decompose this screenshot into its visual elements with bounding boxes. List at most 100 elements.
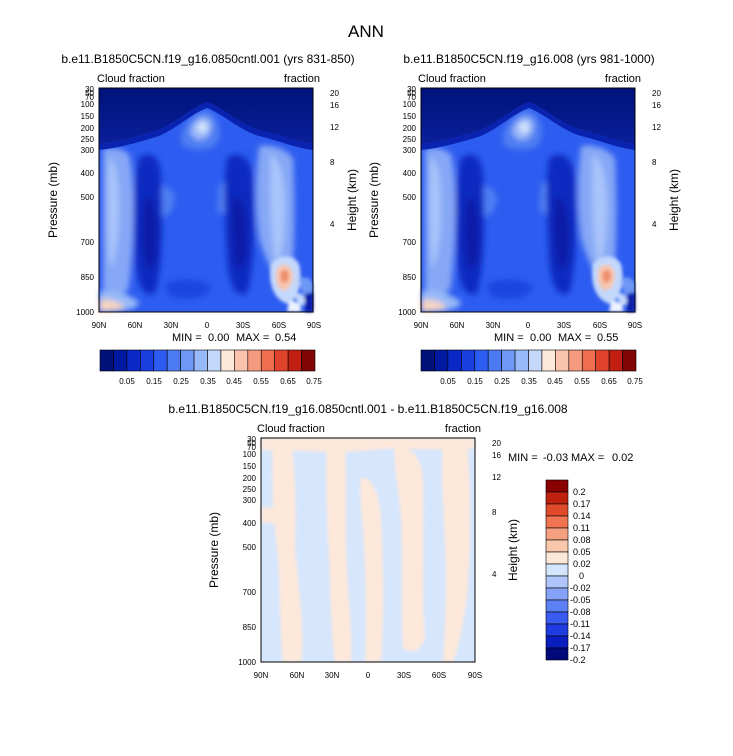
y2-axis-ticks: 20 16 12 8 4 bbox=[652, 89, 661, 229]
colorbar-label: 0.65 bbox=[601, 377, 617, 386]
y2-tick-label: 4 bbox=[330, 220, 335, 229]
colorbar-swatch bbox=[113, 349, 128, 372]
y-tick-label: 100 bbox=[81, 100, 95, 109]
colorbar-swatch bbox=[545, 635, 569, 649]
y-tick-label: 850 bbox=[403, 273, 417, 282]
y2-tick-label: 12 bbox=[492, 473, 501, 482]
colorbar-swatch bbox=[153, 349, 168, 372]
colorbar-swatch bbox=[487, 349, 502, 372]
colorbar-swatch bbox=[545, 599, 569, 613]
y-axis-ticks: 30 50 70 100 150 200 250 300 400 500 700… bbox=[76, 85, 94, 317]
y2-axis-ticks: 20 16 12 8 4 bbox=[492, 439, 501, 579]
panel-difference: b.e11.B1850C5CN.f19_g16.0850cntl.001 - b… bbox=[168, 402, 633, 680]
colorbar-swatch bbox=[545, 647, 569, 661]
colorbar-label: 0.05 bbox=[119, 377, 135, 386]
x-tick-label: 0 bbox=[205, 321, 210, 330]
colorbar-swatch bbox=[545, 611, 569, 625]
y-axis-ticks: 30 50 70 100 150 200 250 300 400 500 700… bbox=[398, 85, 416, 317]
y-tick-label: 700 bbox=[81, 238, 95, 247]
x-tick-label: 90N bbox=[92, 321, 107, 330]
colorbar-label: -0.11 bbox=[570, 619, 590, 629]
colorbar-swatch bbox=[545, 479, 569, 493]
min-max-stats: MIN = 0.00 MAX = 0.55 bbox=[494, 332, 618, 344]
y-tick-label: 30 bbox=[247, 435, 256, 444]
y2-tick-label: 8 bbox=[492, 508, 497, 517]
x-axis-ticks: 90N 60N 30N 0 30S 60S 90S bbox=[92, 321, 321, 330]
y2-tick-label: 16 bbox=[492, 451, 501, 460]
colorbar-label: -0.08 bbox=[570, 607, 591, 617]
max-value: 0.02 bbox=[612, 452, 633, 464]
max-value: 0.55 bbox=[597, 332, 618, 344]
x-axis-ticks: 90N 60N 30N 0 30S 60S 90S bbox=[414, 321, 642, 330]
colorbar-label: 0 bbox=[579, 571, 584, 581]
colorbar-swatch bbox=[545, 623, 569, 637]
y-tick-label: 70 bbox=[247, 443, 256, 452]
colorbar-label: 0.55 bbox=[253, 377, 269, 386]
y2-tick-label: 4 bbox=[492, 570, 497, 579]
y2-tick-label: 20 bbox=[330, 89, 339, 98]
y-tick-label: 150 bbox=[243, 462, 257, 471]
colorbar-swatch bbox=[501, 349, 516, 372]
y-tick-label: 100 bbox=[403, 100, 417, 109]
colorbar-swatch bbox=[514, 349, 529, 372]
y-tick-label: 1000 bbox=[398, 308, 416, 317]
max-value: 0.54 bbox=[275, 332, 296, 344]
variable-label: Cloud fraction bbox=[257, 423, 325, 435]
x-tick-label: 30N bbox=[325, 671, 340, 680]
colorbar-label: 0.05 bbox=[573, 547, 591, 557]
x-tick-label: 90S bbox=[468, 671, 482, 680]
y2-tick-label: 8 bbox=[652, 158, 657, 167]
plot-area bbox=[260, 437, 476, 663]
y-tick-label: 250 bbox=[243, 485, 257, 494]
panel-experiment: b.e11.B1850C5CN.f19_g16.008 (yrs 981-100… bbox=[367, 52, 681, 386]
x-tick-label: 30S bbox=[397, 671, 411, 680]
x-tick-label: 90S bbox=[628, 321, 642, 330]
colorbar-label: -0.02 bbox=[570, 583, 591, 593]
min-max-stats: MIN = 0.00 MAX = 0.54 bbox=[172, 332, 296, 344]
colorbar-label: 0.17 bbox=[573, 499, 591, 509]
colorbar-label: 0.14 bbox=[573, 511, 591, 521]
y-tick-label: 250 bbox=[403, 135, 417, 144]
colorbar-swatch bbox=[528, 349, 543, 372]
y-tick-label: 500 bbox=[81, 193, 95, 202]
colorbar-label: 0.15 bbox=[146, 377, 162, 386]
colorbar-labels: 0.05 0.15 0.25 0.35 0.45 0.55 0.65 0.75 bbox=[440, 377, 643, 386]
colorbar-swatch bbox=[545, 587, 569, 601]
variable-label: Cloud fraction bbox=[418, 73, 486, 85]
colorbar-label: 0.25 bbox=[494, 377, 510, 386]
colorbar-label: 0.35 bbox=[200, 377, 216, 386]
colorbar-label: 0.35 bbox=[521, 377, 537, 386]
colorbar-label: 0.75 bbox=[627, 377, 643, 386]
colorbar-label: 0.55 bbox=[574, 377, 590, 386]
colorbar-swatch bbox=[474, 349, 489, 372]
colorbar-swatch bbox=[447, 349, 462, 372]
y-tick-label: 700 bbox=[403, 238, 417, 247]
y-tick-label: 150 bbox=[403, 112, 417, 121]
colorbar-swatch bbox=[287, 349, 302, 372]
y-axis-label: Pressure (mb) bbox=[46, 162, 60, 238]
colorbar-swatch bbox=[274, 349, 289, 372]
colorbar-label: 0.45 bbox=[226, 377, 242, 386]
y-tick-label: 200 bbox=[243, 474, 257, 483]
panel-control: b.e11.B1850C5CN.f19_g16.0850cntl.001 (yr… bbox=[46, 52, 359, 386]
colorbar-swatch bbox=[545, 551, 569, 565]
x-tick-label: 30N bbox=[164, 321, 179, 330]
y2-axis-label: Height (km) bbox=[506, 519, 520, 581]
y2-tick-label: 20 bbox=[652, 89, 661, 98]
colorbar-label: -0.05 bbox=[570, 595, 591, 605]
y-axis-label: Pressure (mb) bbox=[367, 162, 381, 238]
colorbar-swatch bbox=[301, 349, 316, 372]
x-tick-label: 30S bbox=[557, 321, 571, 330]
y-tick-label: 200 bbox=[81, 124, 95, 133]
colorbar bbox=[545, 479, 569, 661]
colorbar-swatch bbox=[622, 349, 637, 372]
colorbar-swatch bbox=[99, 349, 114, 372]
colorbar-swatch bbox=[140, 349, 155, 372]
x-tick-label: 60N bbox=[450, 321, 465, 330]
y-tick-label: 300 bbox=[81, 146, 95, 155]
colorbar-swatch bbox=[581, 349, 596, 372]
colorbar-label: 0.65 bbox=[280, 377, 296, 386]
x-tick-label: 30N bbox=[486, 321, 501, 330]
variable-label: Cloud fraction bbox=[97, 73, 165, 85]
colorbar-label: 0.15 bbox=[467, 377, 483, 386]
